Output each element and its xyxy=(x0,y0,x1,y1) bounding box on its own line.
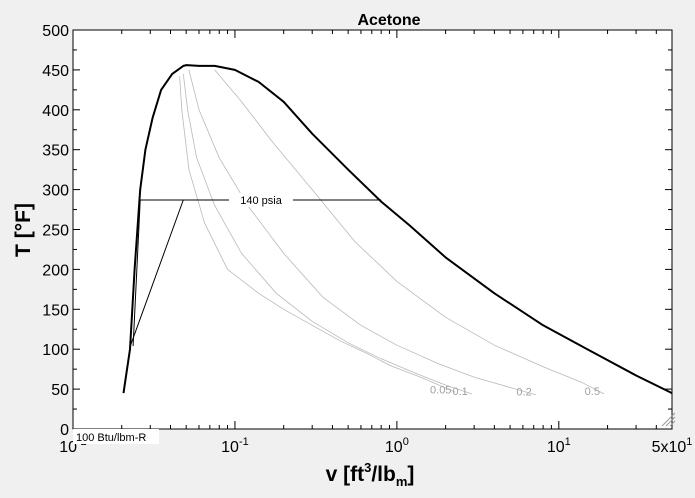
x-axis-label-subscript: m xyxy=(396,474,408,489)
isobar-label-background xyxy=(229,192,294,207)
y-tick-label: 300 xyxy=(42,183,69,200)
isentrope-line xyxy=(129,199,184,347)
entropy-label: 100 Btu/lbm-R xyxy=(76,432,146,444)
quality-line-label: 0.05 xyxy=(430,384,451,396)
plot-background xyxy=(73,30,672,429)
quality-line-label: 0.5 xyxy=(585,386,600,398)
y-tick-label: 400 xyxy=(42,103,69,120)
x-tick-label-exponent: 1 xyxy=(565,436,571,448)
x-tick-label-base: 10 xyxy=(547,439,565,456)
x-tick-label-exponent: 0 xyxy=(403,436,409,448)
x-tick-label: 5x101 xyxy=(652,436,693,456)
x-tick-label-exponent: 1 xyxy=(686,436,692,448)
chart-title: Acetone xyxy=(357,12,420,29)
quality-line-0-05 xyxy=(179,76,456,393)
x-tick-label: 10-1 xyxy=(221,436,249,456)
quality-line-label: 0.2 xyxy=(516,387,531,399)
x-tick-label: 101 xyxy=(547,436,571,456)
main-lines-layer: 140 psia xyxy=(122,64,673,394)
x-tick-label: 100 xyxy=(385,436,409,456)
x-tick-label-base: 5x10 xyxy=(652,439,687,456)
quality-line-0-5 xyxy=(214,69,605,395)
quality-line-label: 0.1 xyxy=(452,386,467,398)
x-tick-label-base: 10 xyxy=(59,439,77,456)
x-axis-label: v [ft3/lbm] xyxy=(326,460,415,489)
x-tick-label-base: 10 xyxy=(221,439,239,456)
y-tick-label: 500 xyxy=(42,23,69,40)
saturation-dome-line xyxy=(122,64,673,394)
y-tick-label: 250 xyxy=(42,223,69,240)
quality-lines-layer: 0.05 0.1 0.2 0.5 xyxy=(179,69,605,399)
x-tick-label-base: 10 xyxy=(385,439,403,456)
axes-layer: 05010015020025030035040045050010-210-110… xyxy=(42,23,692,456)
x-tick-label-exponent: -1 xyxy=(239,436,249,448)
quality-line-0-1 xyxy=(182,73,472,395)
y-tick-label: 100 xyxy=(42,342,69,359)
y-tick-label: 50 xyxy=(51,382,69,399)
y-tick-label: 200 xyxy=(42,262,69,279)
quality-line-0-2 xyxy=(188,69,536,396)
y-tick-label: 0 xyxy=(60,422,69,439)
isobar-label: 140 psia xyxy=(240,195,282,207)
y-tick-label: 350 xyxy=(42,143,69,160)
entropy-label-box: 100 Btu/lbm-R xyxy=(73,429,159,444)
x-axis-label-main: v [ft xyxy=(326,463,365,486)
resize-grip-icon[interactable] xyxy=(661,412,676,427)
x-axis-label-end: ] xyxy=(407,463,414,486)
y-tick-label: 450 xyxy=(42,63,69,80)
y-tick-label: 150 xyxy=(42,302,69,319)
x-axis-label-superscript: 3 xyxy=(364,460,371,475)
y-axis-label: T [°F] xyxy=(12,203,35,257)
x-axis-label-mid: /lb xyxy=(371,463,396,486)
